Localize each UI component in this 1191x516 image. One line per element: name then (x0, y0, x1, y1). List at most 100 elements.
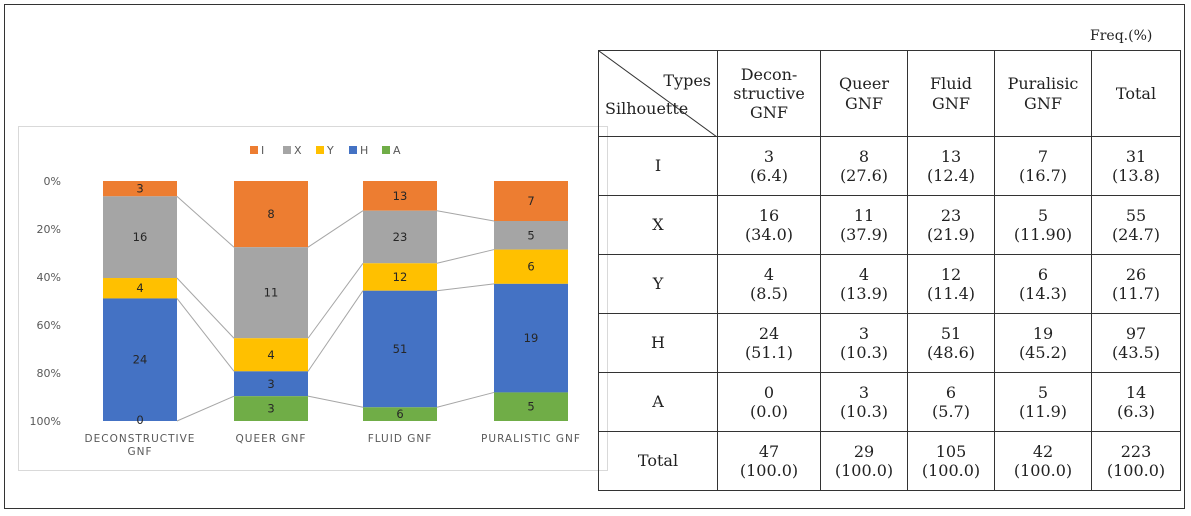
data-label-H: 19 (524, 331, 539, 345)
table-cell: 7 (16.7) (995, 137, 1092, 196)
cell-text: (100.0) (922, 461, 980, 480)
cell-text: GNF (1024, 94, 1062, 113)
cell-text: (11.4) (927, 284, 975, 303)
table-cell: 13 (12.4) (908, 137, 995, 196)
row-header: A (599, 373, 718, 432)
cell-text: (51.1) (745, 343, 793, 362)
cell-text: Fluid (930, 74, 972, 93)
table-cell: 47 (100.0) (718, 432, 821, 491)
data-label-I: 7 (527, 194, 534, 208)
table-row: A 0 (0.0) 3 (10.3) 6 (5.7) 5 (11.9) 14 (6.3) (599, 373, 1181, 432)
column-header: Decon-structive GNF (718, 51, 821, 137)
column-header: Puralisic GNF (995, 51, 1092, 137)
cell-text: Queer (839, 74, 889, 93)
table-cell: 11 (37.9) (821, 196, 908, 255)
row-header: Y (599, 255, 718, 314)
y-tick-label: 60% (37, 319, 61, 332)
table-cell: 29 (100.0) (821, 432, 908, 491)
cell-text: 13 (941, 147, 961, 166)
cell-text: Total (1116, 84, 1156, 103)
cell-text: 3 (859, 324, 869, 343)
table-cell: 42 (100.0) (995, 432, 1092, 491)
cell-text: X (652, 215, 663, 234)
table-cell: 14 (6.3) (1092, 373, 1181, 432)
table-cell: 23 (21.9) (908, 196, 995, 255)
cell-text: (6.3) (1117, 402, 1155, 421)
cell-text: (11.9) (1019, 402, 1067, 421)
cell-text: (13.9) (840, 284, 888, 303)
row-header: Total (599, 432, 718, 491)
legend-label-Y: Y (326, 144, 334, 157)
series-connector-line (177, 278, 234, 338)
data-label-X: 23 (393, 230, 408, 244)
data-label-I: 13 (393, 189, 408, 203)
data-label-I: 8 (267, 207, 274, 221)
cell-text: (100.0) (835, 461, 893, 480)
table-cell: 4 (8.5) (718, 255, 821, 314)
series-connector-line (308, 291, 363, 372)
cell-text: (37.9) (840, 225, 888, 244)
cell-text: (16.7) (1019, 166, 1067, 185)
table-cell: 223 (100.0) (1092, 432, 1181, 491)
cell-text: 7 (1038, 147, 1048, 166)
cell-text: 11 (854, 206, 874, 225)
table-row: H 24 (51.1) 3 (10.3) 51 (48.6) 19 (45.2) 97 (43.5) (599, 314, 1181, 373)
cell-text: Y (653, 274, 664, 293)
legend-swatch-I (250, 146, 258, 154)
cell-text: Decon- (741, 65, 798, 84)
y-tick-label: 80% (37, 367, 61, 380)
legend-swatch-X (283, 146, 291, 154)
y-tick-label: 100% (30, 415, 61, 428)
data-label-I: 3 (136, 182, 143, 196)
x-category-label: DECONSTRUCTIVE (85, 433, 196, 445)
cell-text: 51 (941, 324, 961, 343)
cell-text: Total (638, 451, 678, 470)
data-label-Y: 4 (136, 281, 143, 295)
cell-text: 0 (764, 383, 774, 402)
cell-text: 55 (1126, 206, 1146, 225)
cell-text: (0.0) (750, 402, 788, 421)
unit-label: Freq.(%) (1090, 28, 1152, 44)
cell-text: (5.7) (932, 402, 970, 421)
cell-text: (11.7) (1112, 284, 1160, 303)
cell-text: (100.0) (1107, 461, 1165, 480)
cell-text: 3 (764, 147, 774, 166)
cell-text: GNF (932, 94, 970, 113)
cell-text: H (651, 333, 665, 352)
frequency-table: Types Silhouette Decon-structive GNF Queer GN… (598, 50, 1181, 491)
cell-text: GNF (750, 103, 788, 122)
legend-label-H: H (360, 144, 368, 157)
legend-label-I: I (261, 144, 264, 157)
table-cell: 6 (14.3) (995, 255, 1092, 314)
x-category-label: GNF (127, 446, 152, 458)
table-row: Y 4 (8.5) 4 (13.9) 12 (11.4) 6 (14.3) 26 (11.7) (599, 255, 1181, 314)
cell-text: 19 (1033, 324, 1053, 343)
table-cell: 55 (24.7) (1092, 196, 1181, 255)
table-cell: 6 (5.7) (908, 373, 995, 432)
cell-text: structive (733, 84, 805, 103)
cell-text: (21.9) (927, 225, 975, 244)
cell-text: (8.5) (750, 284, 788, 303)
cell-text: 4 (859, 265, 869, 284)
series-connector-line (308, 211, 363, 247)
column-header: Fluid GNF (908, 51, 995, 137)
table-cell: 24 (51.1) (718, 314, 821, 373)
data-label-Y: 12 (393, 270, 408, 284)
table-cell: 105 (100.0) (908, 432, 995, 491)
table-cell: 16 (34.0) (718, 196, 821, 255)
cell-text: 5 (1038, 206, 1048, 225)
series-connector-line (177, 196, 234, 247)
cell-text: (14.3) (1019, 284, 1067, 303)
series-connector-line (308, 396, 363, 407)
cell-text: 5 (1038, 383, 1048, 402)
stacked-bar-chart: I X Y H A 0% 20% 40% 60% 80% 100% 3 16 4 24 0 8 11 4 3 3 13 23… (18, 126, 608, 471)
x-category-label: PURALISTIC GNF (481, 433, 581, 445)
data-label-H: 51 (393, 342, 408, 356)
series-connector-line (437, 284, 494, 291)
cell-text: 6 (1038, 265, 1048, 284)
cell-text: 8 (859, 147, 869, 166)
cell-text: (12.4) (927, 166, 975, 185)
cell-text: (10.3) (840, 402, 888, 421)
x-category-label: QUEER GNF (236, 433, 307, 445)
corner-silhouette-label: Silhouette (605, 99, 688, 118)
